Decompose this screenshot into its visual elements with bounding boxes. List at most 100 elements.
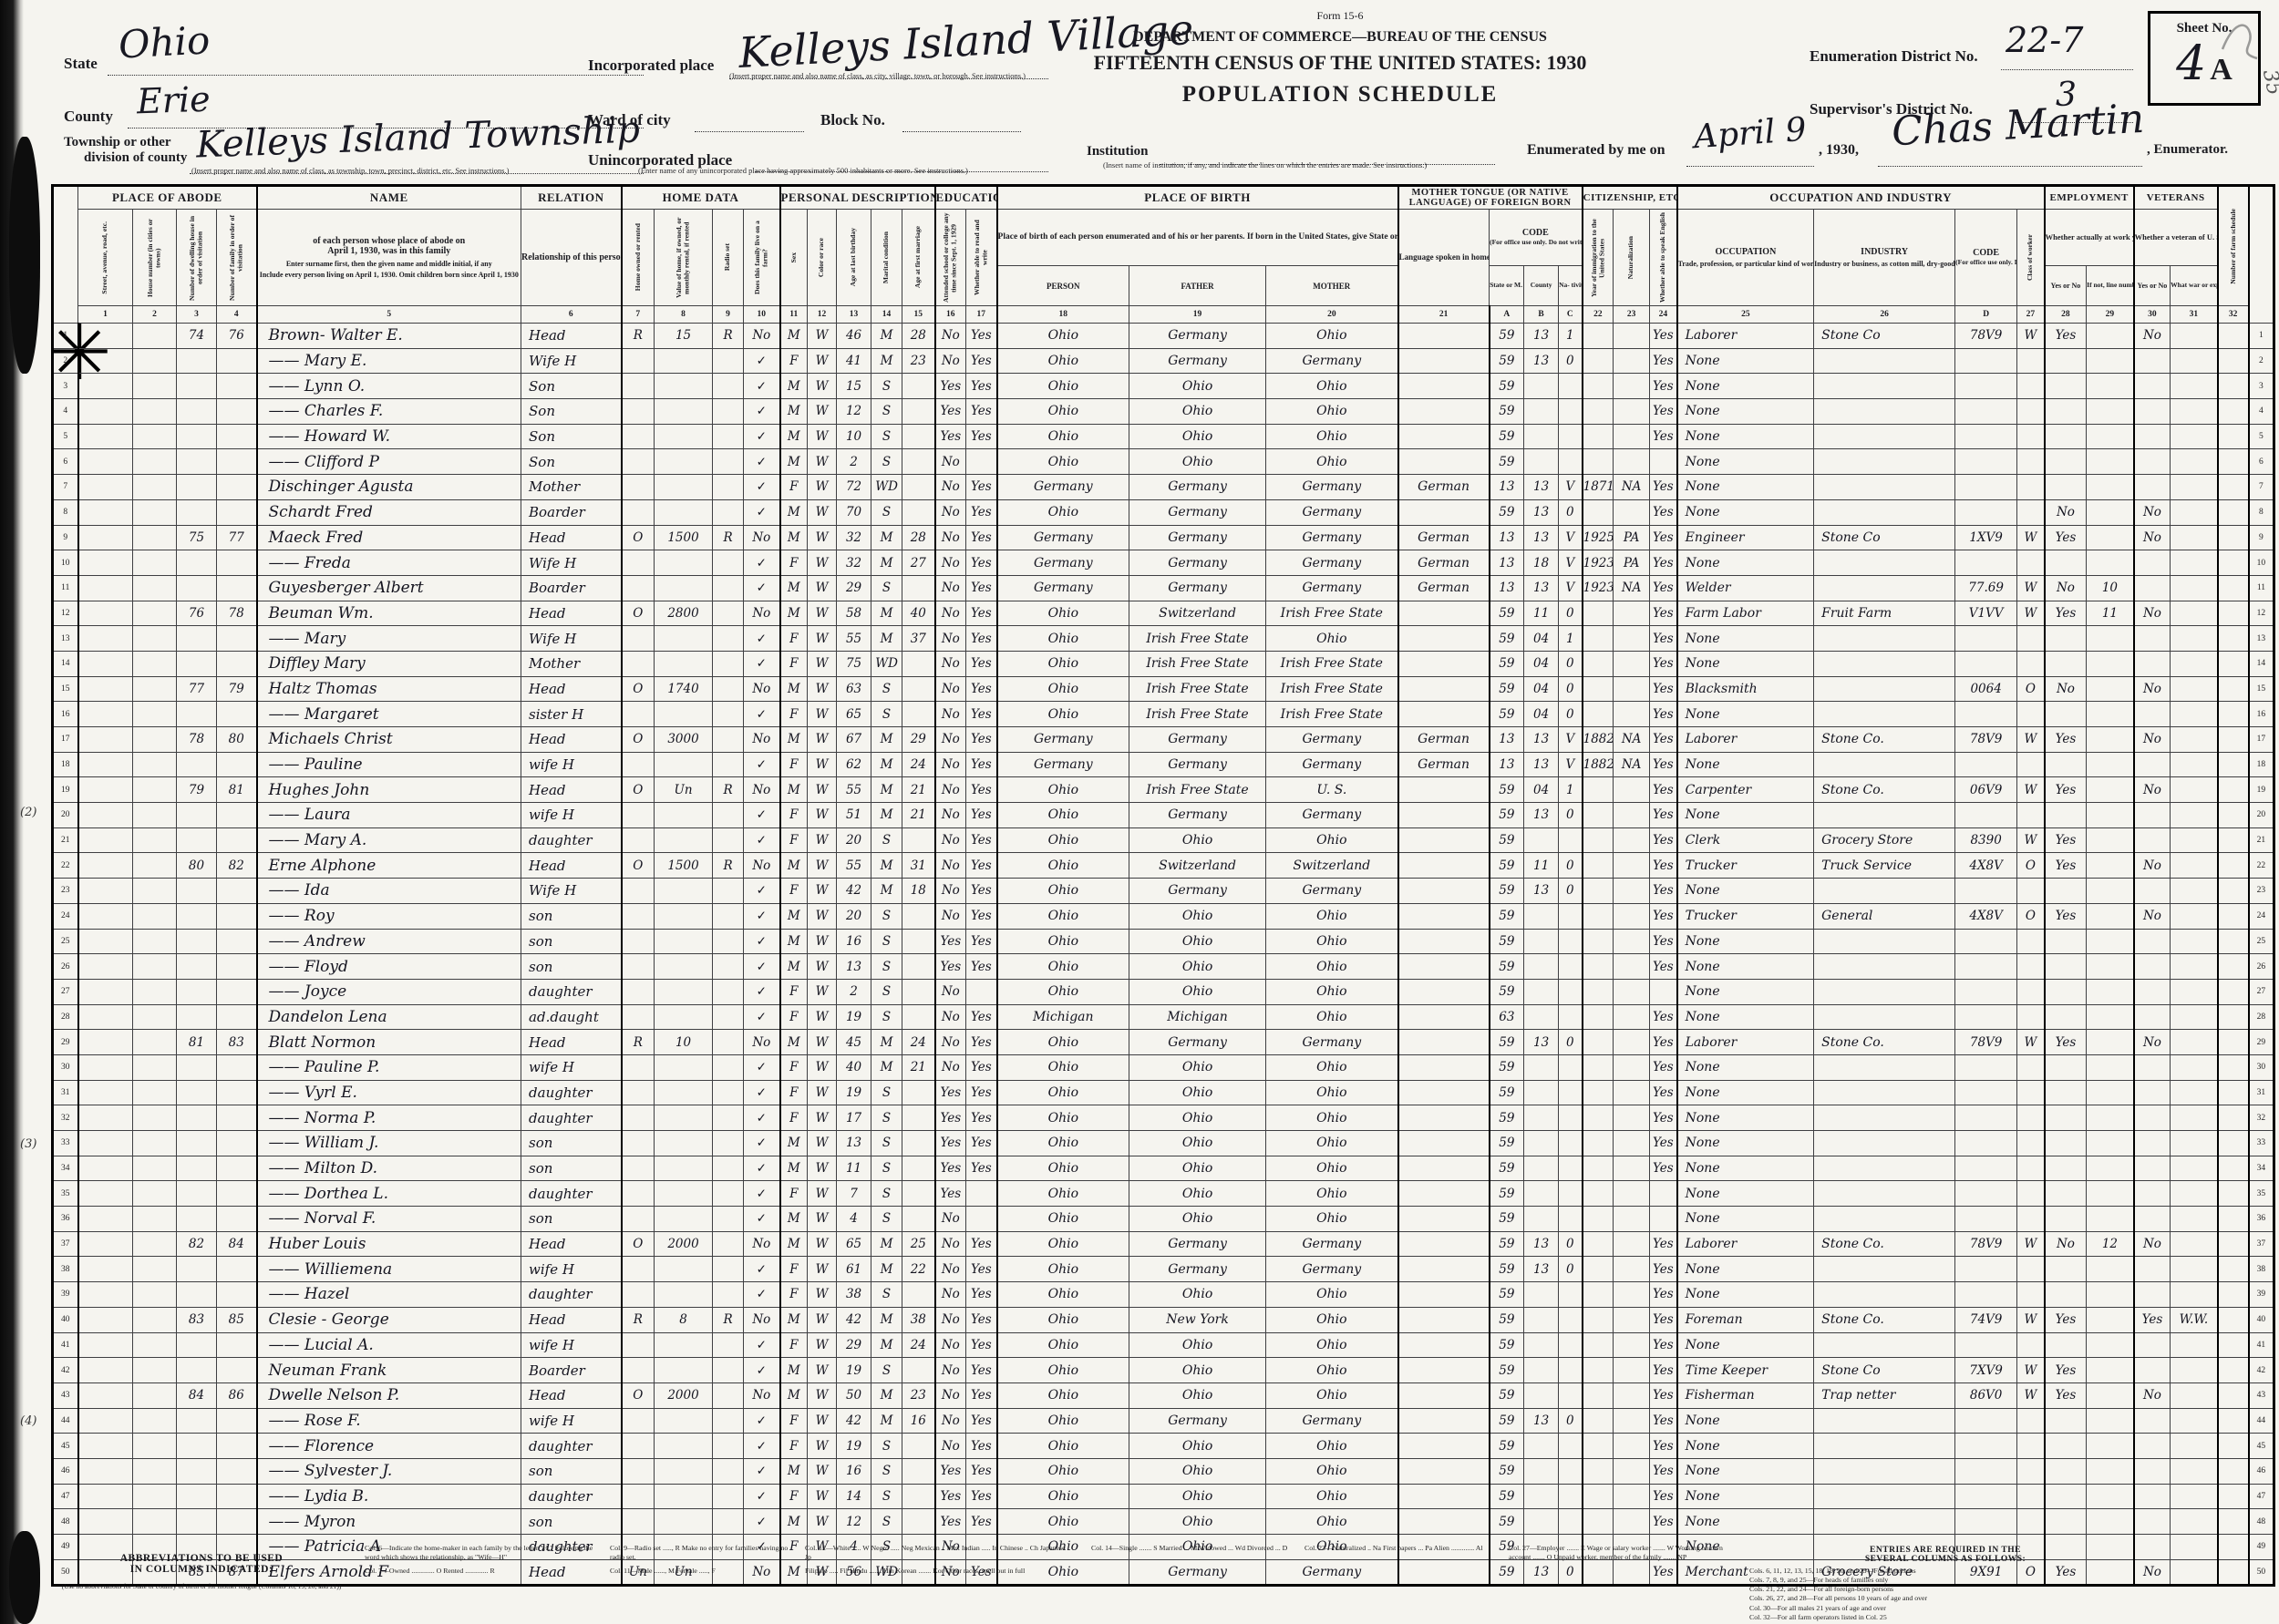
footer: ABBREVIATIONS TO BE USED IN COLUMNS INDI… bbox=[51, 1544, 2273, 1621]
cell-at-work bbox=[2044, 1003, 2088, 1031]
cell-mother-tongue bbox=[1397, 953, 1490, 980]
cell-age: 55 bbox=[836, 776, 872, 804]
cell-code-b: 13 bbox=[1523, 1558, 1560, 1587]
cell-industry bbox=[1813, 978, 1956, 1005]
cell-age-at-marriage: 31 bbox=[902, 852, 936, 879]
line-number: 31 bbox=[2248, 1079, 2275, 1106]
cell-attended-school: No bbox=[934, 1407, 967, 1434]
cell-age-at-marriage bbox=[902, 902, 936, 930]
table-row: 32 —— Norma P. daughter ✓ F W 17 S Yes Yes Ohio Ohi… bbox=[52, 1105, 2275, 1131]
sd-line bbox=[2015, 109, 2133, 123]
cell-relation: Head bbox=[521, 776, 623, 804]
line-number: 8 bbox=[52, 499, 79, 526]
cell-age-at-marriage: 23 bbox=[902, 347, 936, 375]
cell-farm-schedule bbox=[2217, 1306, 2250, 1333]
entries-2: Cols. 7, 8, 9, and 25—For heads of famil… bbox=[1749, 1576, 1889, 1585]
cell-radio-set bbox=[712, 1079, 745, 1106]
cell-home-owned bbox=[621, 1331, 655, 1359]
cell-immigration-year bbox=[1582, 928, 1614, 955]
cell-sex: F bbox=[779, 1079, 809, 1106]
cell-family-number bbox=[215, 625, 258, 652]
cell-war bbox=[2170, 499, 2219, 526]
cell-radio-set bbox=[712, 751, 745, 778]
cell-code-d bbox=[1954, 423, 2018, 450]
cell-street bbox=[77, 448, 133, 476]
margin-note-35: 35 bbox=[2257, 67, 2279, 98]
group-relation: RELATION bbox=[521, 185, 623, 210]
cell-naturalization bbox=[1613, 323, 1651, 349]
cell-sex: F bbox=[779, 1105, 809, 1131]
cell-attended-school: No bbox=[934, 1357, 967, 1383]
cell-code-c bbox=[1558, 423, 1583, 450]
cell-home-owned bbox=[621, 902, 655, 930]
cell-mother-birthplace: Ohio bbox=[1265, 1457, 1399, 1485]
cell-race: W bbox=[807, 1534, 838, 1560]
cell-mother-tongue bbox=[1397, 1407, 1490, 1434]
cell-dwelling-number bbox=[176, 751, 217, 778]
cell-attended-school: No bbox=[934, 701, 967, 727]
cell-industry bbox=[1813, 1483, 1956, 1510]
cell-birthplace: Germany bbox=[996, 751, 1130, 778]
col-22-header: Year of immigration to the United States bbox=[1582, 209, 1614, 306]
cell-worker-class: W bbox=[2016, 524, 2046, 551]
cell-age: 72 bbox=[836, 474, 872, 500]
cell-mother-birthplace: Ohio bbox=[1265, 1155, 1399, 1182]
col-25-header: OCCUPATION Trade, profession, or particu… bbox=[1676, 209, 1815, 306]
cell-farm: No bbox=[743, 1306, 781, 1333]
col-1-header: Street, avenue, road, etc. bbox=[77, 209, 133, 306]
cell-farm-schedule bbox=[2217, 524, 2250, 551]
cell-veteran bbox=[2133, 550, 2171, 576]
cell-relation: son bbox=[521, 1155, 623, 1182]
cell-speaks-english: Yes bbox=[1649, 650, 1678, 677]
county-line bbox=[128, 115, 644, 128]
cell-name: —— Milton D. bbox=[256, 1155, 522, 1182]
cell-industry: Fruit Farm bbox=[1813, 600, 1956, 627]
cell-code-b bbox=[1523, 1155, 1560, 1182]
cell-code-a: 59 bbox=[1489, 1230, 1525, 1258]
cell-code-b bbox=[1523, 953, 1560, 980]
cell-mother-tongue bbox=[1397, 1206, 1490, 1232]
cell-relation: son bbox=[521, 1508, 623, 1535]
cell-mother-tongue: German bbox=[1397, 574, 1490, 601]
cell-farm: ✓ bbox=[743, 448, 781, 476]
cell-race: W bbox=[807, 1130, 838, 1156]
cell-mother-birthplace: Ohio bbox=[1265, 1382, 1399, 1409]
cell-at-work bbox=[2044, 347, 2088, 375]
cell-code-d: 78V9 bbox=[1954, 323, 2018, 349]
cell-age: 55 bbox=[836, 625, 872, 652]
cell-birthplace: Ohio bbox=[996, 1206, 1130, 1232]
cell-read-write bbox=[965, 1206, 998, 1232]
cell-industry bbox=[1813, 701, 1956, 727]
cell-house-number bbox=[132, 1230, 177, 1258]
cell-mother-birthplace: Ohio bbox=[1265, 953, 1399, 980]
cell-sex: F bbox=[779, 802, 809, 828]
line-number: 50 bbox=[2248, 1558, 2275, 1587]
cell-farm: No bbox=[743, 852, 781, 879]
cell-dwelling-number bbox=[176, 1130, 217, 1156]
cell-code-c bbox=[1558, 928, 1583, 955]
cell-birthplace: Ohio bbox=[996, 1457, 1130, 1485]
cell-industry bbox=[1813, 1054, 1956, 1081]
cell-industry bbox=[1813, 1180, 1956, 1208]
cell-farm-schedule bbox=[2217, 802, 2250, 828]
code-d-header: CODE (For office use only. Do not write … bbox=[1954, 209, 2018, 306]
cell-farm: ✓ bbox=[743, 1407, 781, 1434]
cell-dwelling-number bbox=[176, 1155, 217, 1182]
line-number: 7 bbox=[2248, 474, 2275, 500]
cell-unemployment-line bbox=[2086, 1206, 2135, 1232]
cell-home-value bbox=[654, 625, 714, 652]
cell-family-number: 77 bbox=[215, 524, 258, 551]
cell-read-write bbox=[965, 448, 998, 476]
cell-mother-tongue bbox=[1397, 1256, 1490, 1283]
cell-war bbox=[2170, 323, 2219, 349]
cell-war bbox=[2170, 1206, 2219, 1232]
cell-worker-class: W bbox=[2016, 776, 2046, 804]
cell-veteran bbox=[2133, 1357, 2171, 1383]
cell-code-b: 13 bbox=[1523, 1256, 1560, 1283]
cell-occupation: None bbox=[1676, 650, 1815, 677]
cell-birthplace: Germany bbox=[996, 524, 1130, 551]
cell-relation: Son bbox=[521, 423, 623, 450]
cell-home-owned bbox=[621, 827, 655, 854]
cell-code-b: 13 bbox=[1523, 726, 1560, 753]
cell-at-work bbox=[2044, 1130, 2088, 1156]
